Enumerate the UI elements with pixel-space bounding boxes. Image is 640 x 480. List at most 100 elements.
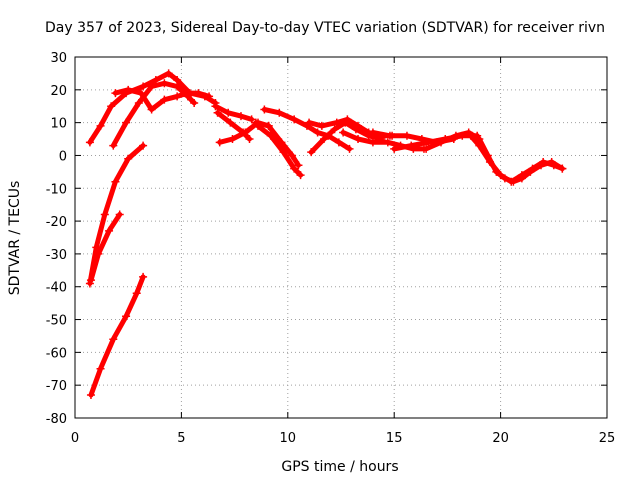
data-point-marker <box>351 125 360 134</box>
data-point-marker <box>107 102 116 111</box>
series-band <box>468 133 565 185</box>
data-point-marker <box>475 141 484 150</box>
data-point-marker <box>147 82 156 91</box>
y-tick-label: 30 <box>50 51 67 66</box>
data-point-marker <box>345 144 354 153</box>
series-track-11 <box>251 118 303 170</box>
x-tick-label: 5 <box>177 431 185 446</box>
data-point-marker <box>549 161 558 170</box>
data-point-marker <box>260 105 269 114</box>
x-tick-label: 0 <box>71 431 79 446</box>
data-point-marker <box>558 164 567 173</box>
data-point-marker <box>215 138 224 147</box>
data-point-marker <box>241 128 250 137</box>
data-point-marker <box>466 131 475 140</box>
data-point-marker <box>160 95 169 104</box>
data-point-marker <box>136 89 145 98</box>
data-point-marker <box>109 141 118 150</box>
data-point-marker <box>290 164 299 173</box>
data-point-marker <box>385 131 394 140</box>
data-point-marker <box>111 177 120 186</box>
data-point-marker <box>160 79 169 88</box>
data-point-marker <box>507 177 516 186</box>
data-point-marker <box>92 243 101 252</box>
data-point-marker <box>100 210 109 219</box>
data-point-marker <box>277 138 286 147</box>
data-point-marker <box>313 128 322 137</box>
data-point-marker <box>134 98 143 107</box>
x-tick-label: 25 <box>599 431 616 446</box>
y-tick-label: 20 <box>50 84 67 99</box>
data-series <box>85 69 567 400</box>
data-point-marker <box>264 121 273 130</box>
data-point-marker <box>124 154 133 163</box>
data-point-marker <box>194 89 203 98</box>
data-point-marker <box>496 171 505 180</box>
data-point-marker <box>115 210 124 219</box>
data-point-marker <box>85 138 94 147</box>
data-point-marker <box>139 141 148 150</box>
series-band <box>261 107 352 152</box>
data-point-marker <box>341 118 350 127</box>
data-point-marker <box>190 98 199 107</box>
data-point-marker <box>139 82 148 91</box>
data-point-marker <box>354 135 363 144</box>
y-tick-label: -50 <box>46 314 67 329</box>
data-point-marker <box>539 158 548 167</box>
series-band <box>212 103 255 122</box>
x-tick-label: 10 <box>280 431 297 446</box>
series-track-3 <box>85 141 148 288</box>
data-point-marker <box>247 115 256 124</box>
data-point-marker <box>228 135 237 144</box>
data-point-marker <box>173 82 182 91</box>
data-point-marker <box>407 141 416 150</box>
data-point-marker <box>307 148 316 157</box>
chart-title: Day 357 of 2023, Sidereal Day-to-day VTE… <box>45 20 605 36</box>
y-tick-label: -10 <box>46 182 67 197</box>
data-point-marker <box>368 128 377 137</box>
data-point-marker <box>339 128 348 137</box>
data-point-marker <box>245 135 254 144</box>
data-point-marker <box>305 118 314 127</box>
data-point-marker <box>288 151 297 160</box>
data-point-marker <box>364 131 373 140</box>
data-point-marker <box>451 131 460 140</box>
data-point-marker <box>109 335 118 344</box>
series-band <box>215 110 252 142</box>
data-point-marker <box>317 121 326 130</box>
y-tick-label: 0 <box>59 149 67 164</box>
data-point-marker <box>139 272 148 281</box>
series-track-14 <box>307 118 386 157</box>
x-tick-label: 15 <box>386 431 403 446</box>
data-point-marker <box>330 125 339 134</box>
data-point-marker <box>422 144 431 153</box>
data-point-marker <box>213 108 222 117</box>
data-point-marker <box>96 121 105 130</box>
data-point-marker <box>485 158 494 167</box>
data-point-marker <box>226 118 235 127</box>
data-point-marker <box>275 108 284 117</box>
data-point-marker <box>402 131 411 140</box>
series-track-6 <box>111 85 214 114</box>
data-point-marker <box>383 138 392 147</box>
series-band <box>87 143 146 286</box>
data-point-marker <box>334 138 343 147</box>
data-point-marker <box>296 171 305 180</box>
series-track-10 <box>254 121 305 180</box>
y-tick-label: -30 <box>46 248 67 263</box>
data-point-marker <box>224 108 233 117</box>
data-point-marker <box>122 118 131 127</box>
y-tick-label: -70 <box>46 379 67 394</box>
data-point-marker <box>294 161 303 170</box>
data-point-marker <box>183 89 192 98</box>
data-point-marker <box>111 89 120 98</box>
data-point-marker <box>105 226 114 235</box>
data-point-marker <box>86 391 95 400</box>
data-point-marker <box>368 138 377 147</box>
series-track-1 <box>86 272 148 400</box>
data-point-marker <box>173 92 182 101</box>
series-track-19 <box>466 131 567 186</box>
data-point-marker <box>151 75 160 84</box>
data-point-marker <box>437 138 446 147</box>
